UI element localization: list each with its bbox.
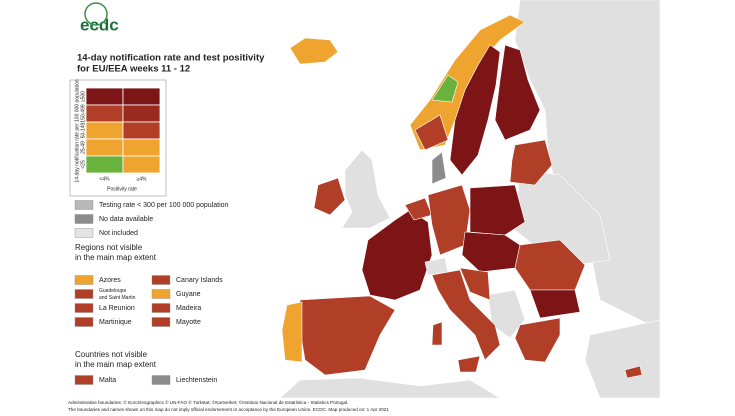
greece xyxy=(514,317,561,363)
region-label: Martinique xyxy=(99,319,132,326)
legend-label: No data available xyxy=(99,216,153,223)
legend-swatch xyxy=(74,200,94,210)
matrix-cell xyxy=(122,155,161,174)
legend-swatch xyxy=(74,228,94,238)
matrix-row-label: <25 xyxy=(80,160,86,169)
region-label: La Reunion xyxy=(99,305,135,312)
logo-globe xyxy=(84,2,108,26)
denmark xyxy=(431,151,447,185)
country-label: Liechtenstein xyxy=(176,377,217,384)
region-swatch xyxy=(74,289,94,299)
matrix-row-label: 25-49 xyxy=(80,141,86,154)
ireland xyxy=(313,177,346,216)
bulgaria xyxy=(529,289,581,319)
matrix-col-label: ≥4% xyxy=(137,176,148,182)
matrix-cell xyxy=(85,155,124,174)
matrix-col-label: <4% xyxy=(99,176,110,182)
region-label: Azores xyxy=(99,277,121,284)
norway-south xyxy=(414,114,449,151)
region-swatch xyxy=(151,275,171,285)
baltics xyxy=(509,139,553,186)
region-label: Guyane xyxy=(176,291,201,298)
footer: The boundaries and names shown on this m… xyxy=(68,407,389,412)
matrix-cell xyxy=(122,87,161,106)
region-label: Madeira xyxy=(176,305,201,312)
regions-heading: Regions not visible xyxy=(75,243,143,252)
sardinia xyxy=(431,321,443,346)
countries-heading: Countries not visible xyxy=(75,350,148,359)
legend-label: Testing rate < 300 per 100 000 populatio… xyxy=(99,202,229,209)
region-label: Canary Islands xyxy=(176,277,223,284)
region-swatch xyxy=(74,303,94,313)
belarus-ukraine xyxy=(514,169,611,266)
title: for EU/EEA weeks 11 - 12 xyxy=(77,64,190,75)
region-swatch xyxy=(74,317,94,327)
matrix-box xyxy=(69,79,167,197)
legend-label: Not included xyxy=(99,230,138,237)
map xyxy=(65,0,665,399)
finland xyxy=(494,44,541,141)
matrix-row-label: 150-499 xyxy=(80,104,86,123)
italy xyxy=(431,269,501,361)
turkey xyxy=(584,319,661,399)
matrix-cell xyxy=(85,87,124,106)
footer: Administrative boundaries: © EuroGeograp… xyxy=(68,399,348,405)
iceland xyxy=(289,37,339,65)
region-swatch xyxy=(151,317,171,327)
legend-swatch xyxy=(74,214,94,224)
poland xyxy=(469,184,526,236)
region-label: and Saint Martin xyxy=(99,295,136,301)
matrix-x-label: Positivity rate xyxy=(107,186,137,192)
matrix-row-label: ≥500 xyxy=(80,91,86,102)
matrix-cell xyxy=(85,104,124,123)
portugal xyxy=(281,301,303,363)
title: 14-day notification rate and test positi… xyxy=(77,53,265,64)
region-swatch xyxy=(151,303,171,313)
sicily xyxy=(457,355,481,373)
matrix-cell xyxy=(85,121,124,140)
africa xyxy=(279,377,502,399)
norway-green xyxy=(431,74,459,103)
regions-heading: in the main map extent xyxy=(75,253,157,262)
legend: ecdc 14-day notification rate and test p… xyxy=(68,2,389,412)
balkans-non-eu xyxy=(487,289,526,339)
countries-heading: in the main map extent xyxy=(75,360,157,369)
country-swatch xyxy=(151,375,171,385)
france xyxy=(361,209,433,301)
country-swatch xyxy=(74,375,94,385)
cyprus xyxy=(624,365,643,379)
croatia-slovenia xyxy=(459,267,491,301)
matrix-cell xyxy=(122,121,161,140)
matrix-y-label: 14-day notification rate per 100 000 pop… xyxy=(74,79,80,182)
uk xyxy=(341,149,391,229)
region-swatch xyxy=(151,289,171,299)
sweden xyxy=(449,44,501,176)
region-label: Guadeloupe xyxy=(99,288,126,294)
region-label: Mayotte xyxy=(176,319,201,326)
matrix-cell xyxy=(85,138,124,157)
region-swatch xyxy=(74,275,94,285)
matrix-row-label: 50-149 xyxy=(80,123,86,139)
matrix-cell xyxy=(122,104,161,123)
matrix-cell xyxy=(122,138,161,157)
country-label: Malta xyxy=(99,377,116,384)
